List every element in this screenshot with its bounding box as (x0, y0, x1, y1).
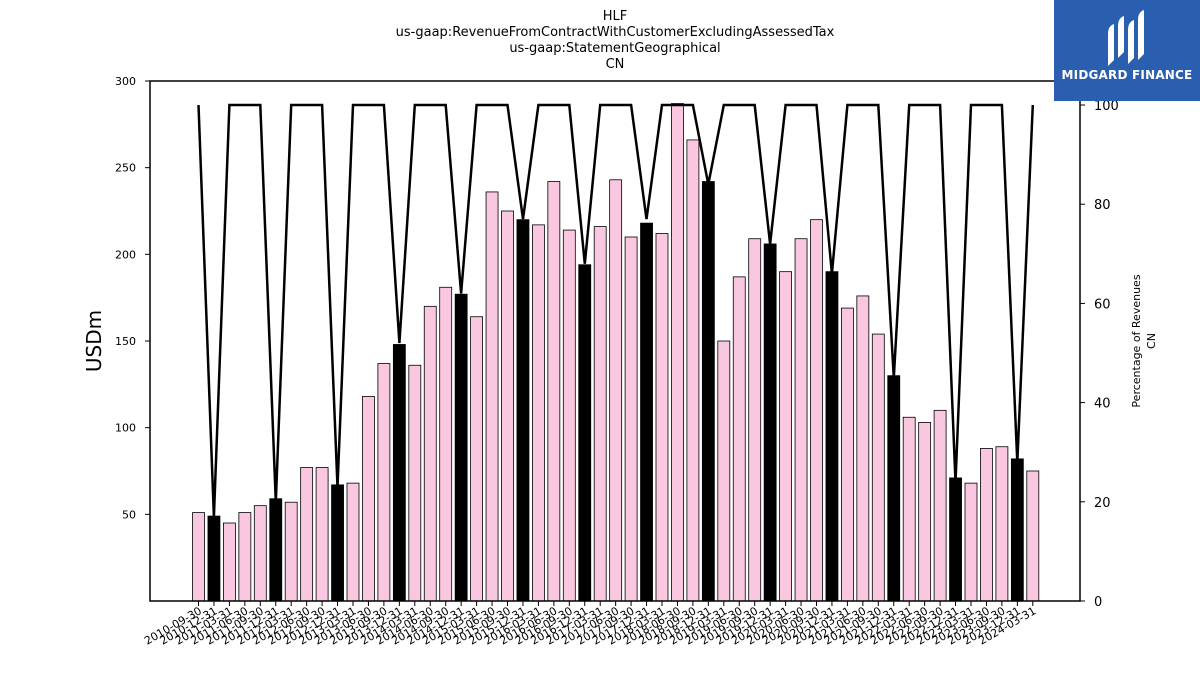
bar (871, 333, 885, 602)
bar (284, 501, 298, 602)
y-tick-label: 150 (115, 335, 136, 348)
bar (547, 181, 561, 602)
chart-title: HLF us-gaap:RevenueFromContractWithCusto… (396, 9, 835, 72)
bar (593, 226, 607, 602)
right-axis-ticks: 0 20 40 60 80 100 (1080, 99, 1119, 610)
bar (439, 286, 453, 602)
bar (578, 264, 592, 602)
bar (995, 446, 1009, 602)
bar (501, 210, 514, 602)
bar (222, 522, 236, 602)
brand-name: MIDGARD FINANCE (1061, 68, 1193, 82)
bar (331, 484, 344, 602)
bar (362, 396, 375, 602)
bar (717, 340, 731, 602)
y2-axis-label-line-1: Percentage of Revenues (1130, 274, 1143, 407)
bar-series (192, 103, 1040, 602)
bar (949, 477, 962, 602)
y2-tick-label: 80 (1094, 198, 1111, 213)
bar (532, 224, 545, 602)
bar (810, 219, 823, 602)
y-tick-label: 100 (115, 422, 136, 435)
bar (686, 139, 700, 602)
bar (748, 238, 762, 602)
y2-tick-label: 60 (1094, 297, 1111, 312)
bar (562, 229, 576, 602)
x-axis-ticks: 2010-09-302010-12-312011-03-312011-06-30… (142, 601, 1038, 648)
title-line-2: us-gaap:RevenueFromContractWithCustomerE… (396, 25, 835, 40)
bar (1026, 470, 1040, 602)
bar (964, 482, 978, 602)
bar (671, 103, 684, 602)
bar (624, 236, 638, 602)
y-axis-label: USDm (82, 310, 106, 372)
bar (454, 293, 468, 602)
bar (253, 505, 267, 602)
y2-tick-label: 100 (1094, 99, 1119, 114)
bar (609, 179, 623, 602)
y-tick-label: 200 (115, 248, 136, 261)
y2-tick-label: 40 (1094, 397, 1111, 412)
bar (377, 363, 391, 602)
bar (980, 448, 993, 602)
bar (841, 307, 854, 602)
bar (207, 515, 221, 602)
bar (516, 219, 530, 602)
bar (640, 222, 653, 602)
y2-tick-label: 0 (1094, 595, 1102, 610)
bar (732, 276, 746, 602)
midgard-logo-icon (1108, 10, 1144, 66)
bar (315, 467, 329, 602)
bar (779, 271, 792, 602)
bar (269, 498, 283, 602)
bar (856, 295, 870, 602)
bar (392, 344, 406, 602)
percentage-line (197, 103, 1035, 517)
y-tick-label: 300 (115, 75, 136, 88)
bar (763, 243, 777, 602)
title-line-1: HLF (603, 9, 628, 24)
bar (1010, 458, 1024, 602)
bar (300, 467, 314, 602)
bar (825, 271, 839, 602)
title-line-3: us-gaap:StatementGeographical (509, 41, 720, 56)
bar (470, 316, 484, 602)
y2-tick-label: 20 (1094, 496, 1111, 511)
bar (346, 482, 360, 602)
line-series (197, 103, 1035, 517)
left-axis-ticks: 50 100 150 200 250 300 (115, 75, 150, 521)
bar (485, 191, 499, 602)
bar (918, 422, 932, 602)
bar (887, 375, 901, 602)
bar (655, 233, 669, 602)
bar (933, 409, 947, 602)
brand-logo: MIDGARD FINANCE (1054, 0, 1200, 101)
bar (794, 238, 808, 602)
bar (238, 512, 252, 602)
bar (701, 181, 715, 602)
bar (192, 512, 205, 602)
bar (423, 305, 437, 602)
title-line-4: CN (606, 57, 625, 72)
y2-axis-label-line-2: CN (1145, 333, 1158, 349)
bar (408, 364, 422, 602)
y-tick-label: 250 (115, 162, 136, 175)
bar (902, 416, 916, 602)
y-tick-label: 50 (122, 508, 136, 521)
